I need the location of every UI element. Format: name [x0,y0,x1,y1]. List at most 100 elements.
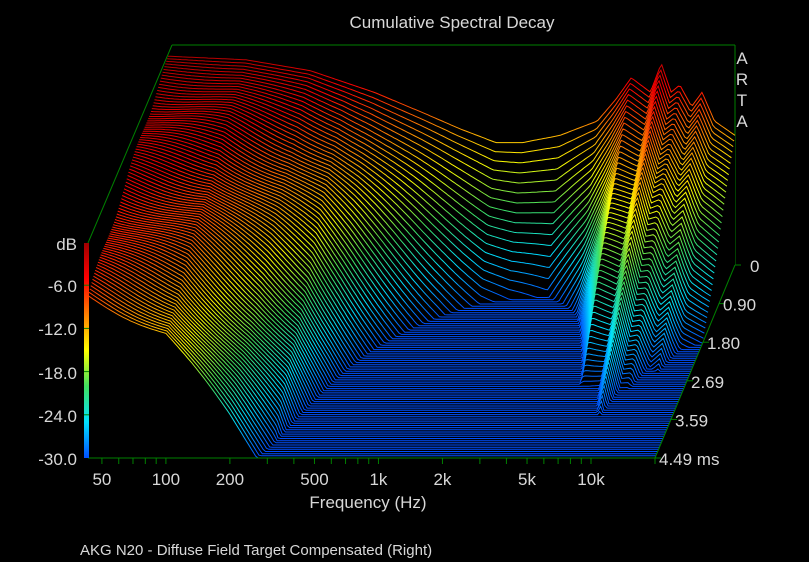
svg-text:A: A [736,49,748,68]
decay-slice [107,237,675,411]
decay-slice [110,231,678,405]
decay-slice [106,239,674,413]
decay-slice [113,224,681,398]
decay-slice [134,151,702,346]
decay-slice [149,115,717,311]
decay-slice [97,261,665,435]
decay-slice [162,71,730,204]
frequency-tick-labels: 50 100 200 500 1k 2k 5k 10k [92,470,605,489]
decay-slice [129,168,697,359]
decay-slice [114,219,682,394]
decay-slice [121,198,689,379]
x-axis-label: Frequency (Hz) [309,493,426,512]
decay-slice [104,245,672,420]
decay-slice [89,288,657,455]
decay-slice [145,124,713,320]
frequency-ticks [101,458,656,464]
x-tick-label: 10k [577,470,605,489]
db-colorbar [84,243,89,458]
decay-slice [164,66,732,184]
z-tick-label: -18.0 [38,364,77,383]
decay-slice [167,58,735,154]
decay-slice [94,269,663,442]
x-tick-label: 50 [92,470,111,489]
decay-slice [131,159,699,353]
time-tick-label: 4.49 ms [659,450,719,469]
decay-slice [133,153,701,348]
decay-slice [95,267,664,439]
decay-slice [124,185,692,370]
decay-slice [149,113,718,309]
decay-slice [123,188,691,372]
decay-slice [105,241,673,416]
decay-slice [88,291,656,457]
z-axis-label: dB [56,235,77,254]
decay-slice [157,89,725,268]
decay-slice [140,137,708,333]
decay-slice [152,105,721,303]
frame-back-left-edge [87,44,173,244]
decay-slice [119,204,687,383]
decay-slice [108,235,676,409]
decay-slice [103,247,671,422]
time-tick-label: 0 [750,257,759,276]
svg-text:R: R [736,70,748,89]
x-tick-label: 1k [369,470,387,489]
decay-slice [98,259,666,433]
slice-mask [88,295,655,458]
decay-slice [120,201,688,381]
decay-slice [92,278,660,448]
decay-slice [154,99,722,298]
decay-slice [151,108,720,305]
decay-slice [130,162,699,355]
decay-slice [128,171,696,361]
decay-slice [166,60,734,164]
x-tick-label: 5k [518,470,536,489]
z-tick-labels: -6.0 -12.0 -18.0 -24.0 -30.0 [38,277,77,469]
decay-slice [122,195,690,377]
decay-slice [90,285,658,452]
time-tick-labels: 0 0.90 1.80 2.69 3.59 4.49 ms [659,257,759,469]
decay-slice [91,282,659,450]
decay-slice [117,210,685,387]
decay-slice [132,156,700,351]
decay-slice [143,128,711,325]
time-axis-line [654,264,736,459]
decay-slice [96,264,664,437]
decay-slice [94,272,662,444]
decay-slice [163,68,731,194]
decay-slice [142,130,711,327]
decay-slice [150,110,719,307]
z-tick-label: -12.0 [38,320,77,339]
decay-slice [127,175,695,364]
decay-slice [140,134,709,331]
svg-text:T: T [737,91,747,110]
x-tick-label: 2k [433,470,451,489]
decay-slice [167,55,736,144]
decay-slice [136,146,704,342]
decay-slice [113,221,682,396]
decay-slice [126,178,694,366]
decay-slice [101,252,669,426]
z-tick-label: -6.0 [48,277,77,296]
decay-slice [138,141,706,338]
decay-slice [112,226,680,400]
time-tick-label: 3.59 [675,411,708,430]
decay-slice [109,233,677,407]
decay-slice [135,148,703,344]
decay-slice [144,126,712,322]
colorbar-gradient [84,243,89,458]
decay-slice [155,96,723,291]
decay-slice [111,228,679,403]
time-tick-label: 1.80 [707,334,740,353]
decay-slice [130,165,698,357]
svg-text:A: A [736,112,748,131]
decay-slice [99,256,667,431]
decay-slice [141,132,710,329]
x-tick-label: 200 [216,470,244,489]
decay-slice [146,122,714,318]
time-ticks [655,264,741,459]
decay-slice [165,63,733,174]
time-tick-label: 0.90 [723,296,756,315]
decay-slice [104,243,673,418]
